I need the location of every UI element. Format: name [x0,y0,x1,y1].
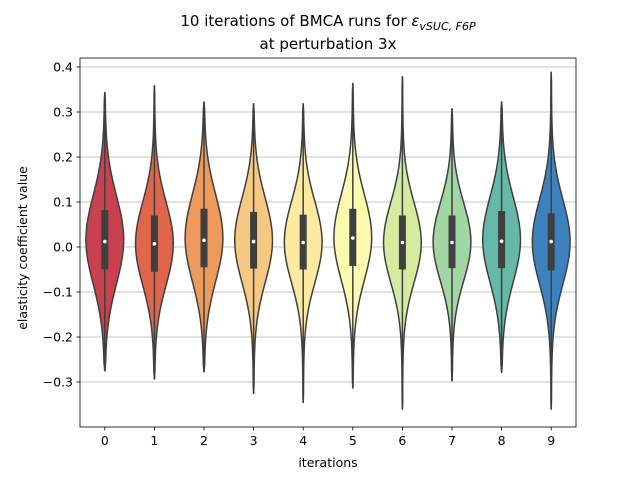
violin-median-3 [251,239,256,244]
violin-median-9 [549,239,553,244]
x-tick-label-5: 5 [349,433,357,448]
x-tick-label-3: 3 [250,433,258,448]
y-tick-label-7: 0.4 [53,60,73,75]
chart-title-line1: 10 iterations of BMCA runs for εvSUC, F6… [180,12,476,33]
x-tick-label-6: 6 [398,433,406,448]
violin-median-2 [202,238,206,243]
x-tick-label-1: 1 [150,433,158,448]
plot-frame [79,57,577,428]
y-tick-label-0: −0.3 [43,375,73,390]
chart-title-line2: at perturbation 3x [260,35,397,53]
x-axis-ticks: 0 1 2 3 4 5 6 7 8 9 [101,427,555,448]
x-tick-label-9: 9 [547,433,555,448]
violin-median-0 [103,239,107,244]
y-tick-label-3: 0.0 [53,240,73,255]
violin-iqr-box-2 [200,208,208,268]
violin-iqr-box-0 [101,210,109,270]
x-tick-label-0: 0 [101,433,109,448]
y-tick-label-6: 0.3 [53,105,73,120]
violin-series [85,71,571,410]
violin-median-6 [400,240,405,245]
x-tick-label-8: 8 [498,433,506,448]
y-tick-label-1: −0.2 [43,330,73,345]
violin-median-8 [499,239,504,243]
x-axis-label: iterations [298,455,357,470]
violin-median-7 [450,240,454,245]
y-tick-label-4: 0.1 [53,195,73,210]
y-tick-label-5: 0.2 [53,150,73,165]
violin-median-4 [301,240,306,245]
x-tick-label-2: 2 [200,433,208,448]
y-tick-label-2: −0.1 [43,285,73,300]
x-tick-label-4: 4 [299,433,307,448]
y-axis-ticks: −0.3 −0.2 −0.1 0.0 0.1 0.2 0.3 0.4 [43,60,80,390]
violin-median-1 [152,242,157,246]
y-axis-label: elasticity coefficient value [15,166,30,330]
violin-median-5 [351,236,355,240]
x-tick-label-7: 7 [448,433,456,448]
